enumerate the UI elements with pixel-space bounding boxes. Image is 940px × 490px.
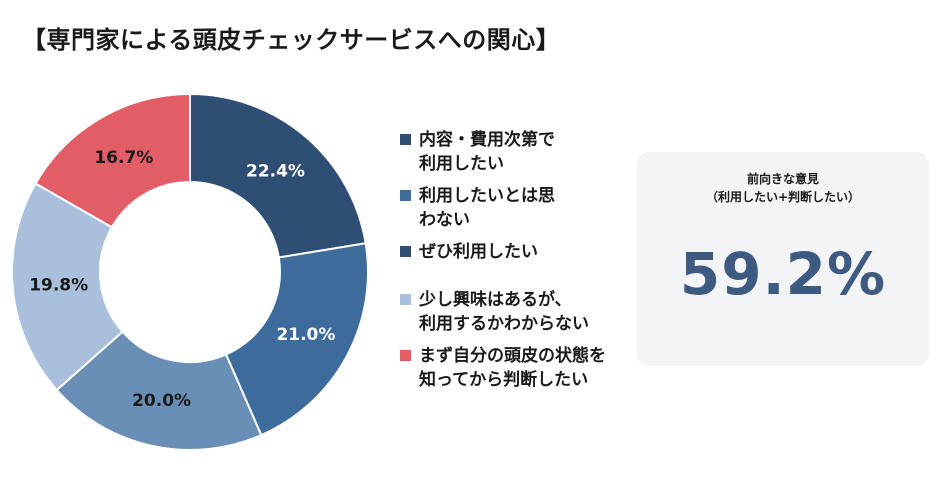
legend-swatch [400,190,411,201]
summary-value: 59.2% [679,240,887,308]
donut-slice [34,92,191,229]
donut-slice [11,182,125,392]
legend-label: ぜひ利用したい [419,242,538,262]
chart-title: 【専門家による頭皮チェックサービスへの関心】 [22,26,561,54]
donut-slice [55,330,263,451]
legend-label: 利用したいとは思 わない [419,186,555,230]
legend-label: まず自分の頭皮の状態を 知ってから判断したい [419,346,606,390]
legend-item: ぜひ利用したい [400,240,538,264]
legend-swatch [400,294,411,305]
legend-label: 内容・費用次第で 利用したい [419,130,555,174]
legend-label: 少し興味はあるが、 利用するかわからない [419,290,589,334]
legend-item: 利用したいとは思 わない [400,184,555,232]
donut-slices [11,92,369,451]
legend-swatch [400,350,411,361]
donut-slice-labels: 22.4% 21.0% 20.0% 19.8% 16.7% [29,148,335,411]
legend-swatch [400,246,411,257]
slice-value-label: 16.7% [94,148,153,168]
summary-panel: 前向きな意見 （利用したい+判断したい） 59.2% [637,152,929,366]
legend-item: まず自分の頭皮の状態を 知ってから判断したい [400,344,606,392]
donut-slice [224,242,369,437]
summary-caption: 前向きな意見 （利用したい+判断したい） [705,172,861,204]
slice-value-label: 20.0% [132,391,191,411]
legend-item: 少し興味はあるが、 利用するかわからない [400,288,589,336]
legend-item: 内容・費用次第で 利用したい [400,128,555,176]
slice-value-label: 21.0% [276,325,335,345]
slice-value-label: 19.8% [29,275,88,295]
donut-slice [189,92,367,259]
slice-value-label: 22.4% [246,161,305,181]
legend-swatch [400,134,411,145]
